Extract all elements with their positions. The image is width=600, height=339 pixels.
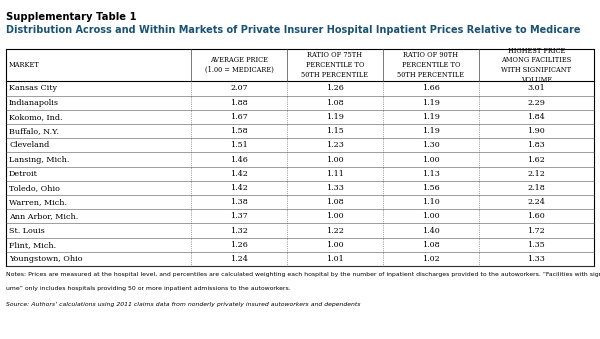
Text: 1.22: 1.22 bbox=[326, 226, 344, 235]
Text: 1.00: 1.00 bbox=[326, 212, 344, 220]
Text: 1.51: 1.51 bbox=[230, 141, 248, 149]
Text: Ann Arbor, Mich.: Ann Arbor, Mich. bbox=[9, 212, 78, 220]
Text: 1.35: 1.35 bbox=[527, 241, 545, 249]
Text: Cleveland: Cleveland bbox=[9, 141, 49, 149]
Text: Toledo, Ohio: Toledo, Ohio bbox=[9, 184, 60, 192]
Text: 3.01: 3.01 bbox=[527, 84, 545, 93]
Text: 1.84: 1.84 bbox=[527, 113, 545, 121]
Text: 1.13: 1.13 bbox=[422, 170, 440, 178]
Text: 1.90: 1.90 bbox=[527, 127, 545, 135]
Text: RATIO OF 90TH
PERCENTILE TO
50TH PERCENTILE: RATIO OF 90TH PERCENTILE TO 50TH PERCENT… bbox=[397, 52, 464, 79]
Text: 1.24: 1.24 bbox=[230, 255, 248, 263]
Text: 2.29: 2.29 bbox=[527, 99, 545, 107]
Text: 1.67: 1.67 bbox=[230, 113, 248, 121]
Text: 1.37: 1.37 bbox=[230, 212, 248, 220]
Text: 1.40: 1.40 bbox=[422, 226, 440, 235]
Text: 1.00: 1.00 bbox=[422, 212, 440, 220]
Text: 1.11: 1.11 bbox=[326, 170, 344, 178]
Text: RATIO OF 75TH
PERCENTILE TO
50TH PERCENTILE: RATIO OF 75TH PERCENTILE TO 50TH PERCENT… bbox=[301, 52, 368, 79]
Text: 1.08: 1.08 bbox=[326, 198, 344, 206]
Text: 1.19: 1.19 bbox=[422, 99, 440, 107]
Text: Distribution Across and Within Markets of Private Insurer Hospital Inpatient Pri: Distribution Across and Within Markets o… bbox=[6, 25, 581, 35]
Text: Warren, Mich.: Warren, Mich. bbox=[9, 198, 67, 206]
Text: 1.00: 1.00 bbox=[326, 241, 344, 249]
Text: Kokomo, Ind.: Kokomo, Ind. bbox=[9, 113, 62, 121]
Text: 2.24: 2.24 bbox=[527, 198, 545, 206]
Text: ume” only includes hospitals providing 50 or more inpatient admissions to the au: ume” only includes hospitals providing 5… bbox=[6, 286, 291, 292]
Text: 1.72: 1.72 bbox=[527, 226, 545, 235]
Text: AVERAGE PRICE
(1.00 = MEDICARE): AVERAGE PRICE (1.00 = MEDICARE) bbox=[205, 56, 274, 74]
Text: Kansas City: Kansas City bbox=[9, 84, 57, 93]
Text: 1.46: 1.46 bbox=[230, 156, 248, 163]
Text: 1.56: 1.56 bbox=[422, 184, 440, 192]
Text: 2.12: 2.12 bbox=[527, 170, 545, 178]
Text: 1.19: 1.19 bbox=[326, 113, 344, 121]
Text: Supplementary Table 1: Supplementary Table 1 bbox=[6, 12, 137, 22]
Text: 1.23: 1.23 bbox=[326, 141, 344, 149]
Text: MARKET: MARKET bbox=[9, 61, 40, 69]
Text: Source: Authors’ calculations using 2011 claims data from nonderly privately ins: Source: Authors’ calculations using 2011… bbox=[6, 302, 361, 307]
Text: 1.08: 1.08 bbox=[326, 99, 344, 107]
Text: 1.08: 1.08 bbox=[422, 241, 440, 249]
Text: 1.15: 1.15 bbox=[326, 127, 344, 135]
Text: 1.30: 1.30 bbox=[422, 141, 440, 149]
Text: Flint, Mich.: Flint, Mich. bbox=[9, 241, 56, 249]
Text: 1.33: 1.33 bbox=[527, 255, 545, 263]
Text: 2.18: 2.18 bbox=[527, 184, 545, 192]
Text: St. Louis: St. Louis bbox=[9, 226, 45, 235]
Text: 1.58: 1.58 bbox=[230, 127, 248, 135]
Text: 1.42: 1.42 bbox=[230, 170, 248, 178]
Text: 1.26: 1.26 bbox=[326, 84, 344, 93]
Text: 1.33: 1.33 bbox=[326, 184, 344, 192]
Text: 1.19: 1.19 bbox=[422, 127, 440, 135]
Text: 2.07: 2.07 bbox=[230, 84, 248, 93]
Text: 1.19: 1.19 bbox=[422, 113, 440, 121]
Text: 1.10: 1.10 bbox=[422, 198, 440, 206]
Text: Lansing, Mich.: Lansing, Mich. bbox=[9, 156, 70, 163]
Text: 1.42: 1.42 bbox=[230, 184, 248, 192]
Text: 1.32: 1.32 bbox=[230, 226, 248, 235]
Text: Indianapolis: Indianapolis bbox=[9, 99, 59, 107]
Text: HIGHEST PRICE
AMONG FACILITIES
WITH SIGNIFICANT
VOLUME: HIGHEST PRICE AMONG FACILITIES WITH SIGN… bbox=[501, 46, 572, 84]
Text: 1.38: 1.38 bbox=[230, 198, 248, 206]
Text: 1.66: 1.66 bbox=[422, 84, 440, 93]
Text: 1.83: 1.83 bbox=[527, 141, 545, 149]
Text: Buffalo, N.Y.: Buffalo, N.Y. bbox=[9, 127, 59, 135]
Text: 1.02: 1.02 bbox=[422, 255, 440, 263]
Text: 1.88: 1.88 bbox=[230, 99, 248, 107]
Text: 1.60: 1.60 bbox=[527, 212, 545, 220]
Text: 1.00: 1.00 bbox=[422, 156, 440, 163]
Text: 1.00: 1.00 bbox=[326, 156, 344, 163]
Text: Youngstown, Ohio: Youngstown, Ohio bbox=[9, 255, 83, 263]
Text: 1.01: 1.01 bbox=[326, 255, 344, 263]
Text: Detroit: Detroit bbox=[9, 170, 38, 178]
Text: 1.62: 1.62 bbox=[527, 156, 545, 163]
Text: 1.26: 1.26 bbox=[230, 241, 248, 249]
Text: Notes: Prices are measured at the hospital level, and percentiles are calculated: Notes: Prices are measured at the hospit… bbox=[6, 272, 600, 277]
